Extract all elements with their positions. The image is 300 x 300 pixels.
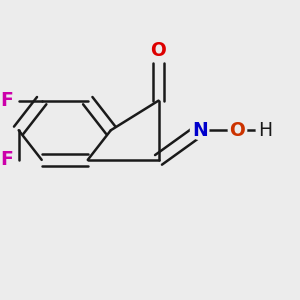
Text: N: N — [192, 121, 208, 140]
Circle shape — [148, 40, 168, 60]
Circle shape — [0, 91, 17, 110]
Text: O: O — [230, 121, 245, 140]
Text: H: H — [258, 121, 272, 140]
Text: F: F — [1, 150, 13, 170]
Circle shape — [256, 120, 275, 140]
Text: F: F — [1, 91, 13, 110]
Circle shape — [190, 120, 209, 140]
Text: O: O — [151, 41, 166, 60]
Circle shape — [0, 150, 17, 170]
Circle shape — [228, 120, 247, 140]
